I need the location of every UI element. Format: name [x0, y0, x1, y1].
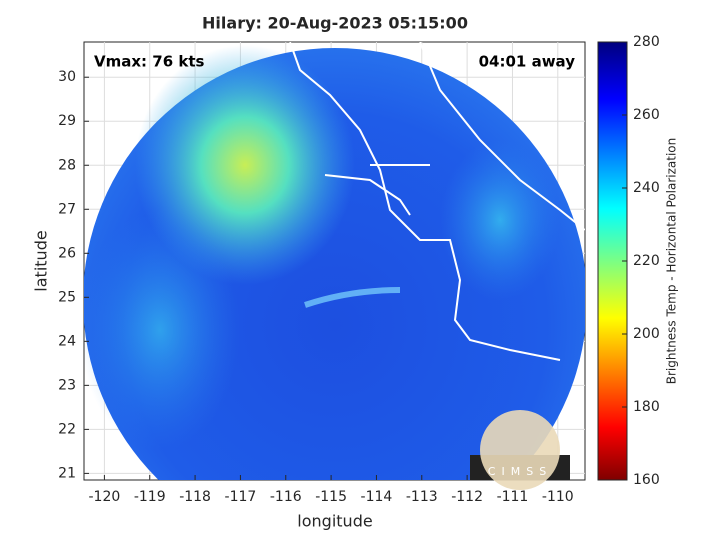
- x-tick-label: -120: [89, 489, 121, 505]
- y-tick-label: 26: [58, 245, 76, 261]
- annotation-right: 04:01 away: [479, 53, 576, 71]
- x-tick-label: -112: [451, 489, 483, 505]
- y-tick-label: 29: [58, 113, 76, 129]
- y-axis-label: latitude: [32, 230, 51, 291]
- satellite-image: [84, 42, 585, 480]
- colorbar-tick-label: 240: [633, 180, 660, 196]
- colorbar-tick-label: 260: [633, 107, 660, 123]
- colorbar-tick-label: 160: [633, 472, 660, 488]
- x-tick-label: -114: [361, 489, 393, 505]
- x-axis-label: longitude: [297, 512, 372, 531]
- y-tick-label: 30: [58, 69, 76, 85]
- y-tick-label: 25: [58, 289, 76, 305]
- x-tick-label: -113: [406, 489, 438, 505]
- logo-text: CIMSS: [488, 465, 552, 478]
- colorbar-tick-label: 220: [633, 253, 660, 269]
- x-tick-label: -118: [179, 489, 211, 505]
- colorbar-tick-label: 200: [633, 326, 660, 342]
- logo: CIMSS: [470, 410, 570, 490]
- y-tick-label: 28: [58, 157, 76, 173]
- x-tick-label: -111: [497, 489, 529, 505]
- x-tick-label: -110: [542, 489, 574, 505]
- colorbar-label: Brightness Temp - Horizontal Polarizatio…: [665, 138, 679, 385]
- y-tick-label: 22: [58, 421, 76, 437]
- y-tick-label: 21: [58, 465, 76, 481]
- title: Hilary: 20-Aug-2023 05:15:00: [202, 14, 468, 33]
- x-tick-label: -119: [134, 489, 166, 505]
- x-tick-label: -115: [315, 489, 347, 505]
- x-tick-label: -117: [225, 489, 257, 505]
- x-tick-label: -116: [270, 489, 302, 505]
- y-tick-label: 23: [58, 377, 76, 393]
- y-tick-label: 27: [58, 201, 76, 217]
- colorbar-tick-label: 280: [633, 34, 660, 50]
- annotation-left: Vmax: 76 kts: [94, 53, 204, 71]
- y-tick-label: 24: [58, 333, 76, 349]
- colorbar-tick-label: 180: [633, 399, 660, 415]
